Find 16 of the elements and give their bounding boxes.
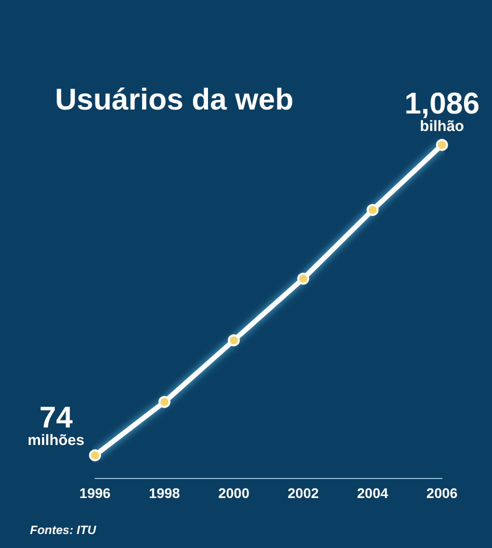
x-tick-label: 2002 — [288, 485, 319, 501]
x-tick-label: 2004 — [357, 485, 388, 501]
point — [228, 334, 240, 346]
text: Fontes: ITU — [30, 523, 96, 537]
point — [89, 449, 101, 462]
chart-title: Usuários da web — [55, 84, 294, 116]
point — [366, 204, 379, 216]
point — [436, 138, 448, 151]
x-tick-label: 2006 — [426, 485, 458, 501]
x-tick-label: 2000 — [218, 485, 250, 501]
point — [158, 396, 170, 408]
data-label: 1,086 bilhão — [404, 87, 480, 135]
point — [297, 272, 310, 285]
x-tick-label: 1998 — [148, 485, 180, 501]
x-tick-label: 1996 — [79, 485, 111, 501]
data-label: 74 milhões — [28, 401, 84, 449]
